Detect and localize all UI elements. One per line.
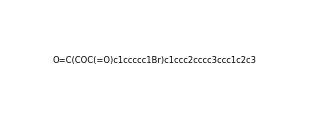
Text: O=C(COC(=O)c1ccccc1Br)c1ccc2cccc3ccc1c2c3: O=C(COC(=O)c1ccccc1Br)c1ccc2cccc3ccc1c2c… <box>53 55 256 65</box>
